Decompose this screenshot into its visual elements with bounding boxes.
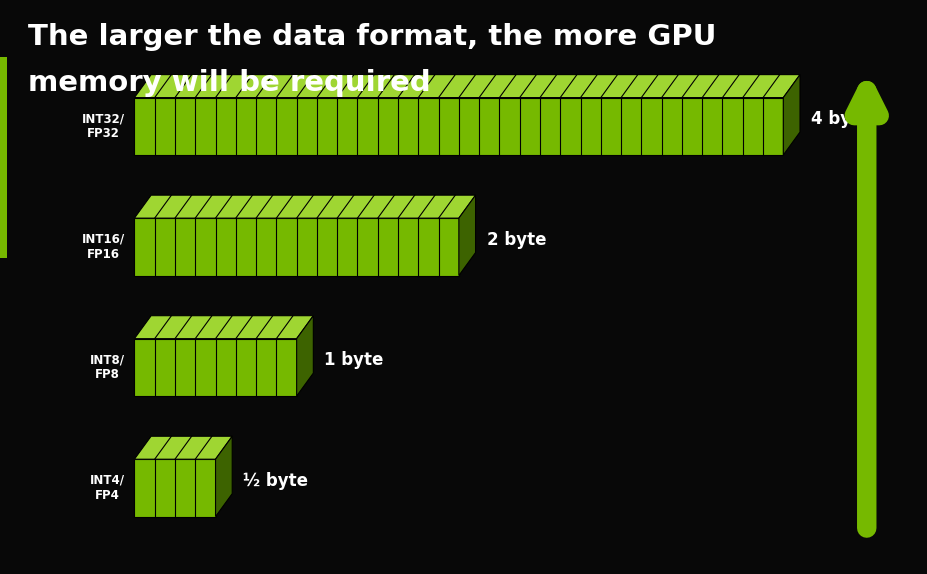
Polygon shape	[783, 75, 800, 155]
Text: memory will be required: memory will be required	[28, 69, 430, 97]
Text: 4 byte: 4 byte	[811, 110, 870, 129]
Text: 2 byte: 2 byte	[487, 231, 546, 249]
Polygon shape	[0, 57, 7, 258]
Text: INT8/
FP8: INT8/ FP8	[90, 354, 125, 381]
Text: INT32/
FP32: INT32/ FP32	[83, 113, 125, 140]
Polygon shape	[134, 436, 232, 459]
Text: The larger the data format, the more GPU: The larger the data format, the more GPU	[28, 23, 717, 51]
Polygon shape	[134, 98, 783, 155]
Text: INT4/
FP4: INT4/ FP4	[90, 474, 125, 502]
Text: 1 byte: 1 byte	[324, 351, 384, 370]
Text: INT16/
FP16: INT16/ FP16	[82, 233, 125, 261]
Polygon shape	[134, 339, 297, 396]
Polygon shape	[134, 218, 459, 276]
Polygon shape	[134, 195, 476, 218]
Polygon shape	[459, 195, 476, 276]
Polygon shape	[297, 316, 313, 396]
Polygon shape	[215, 436, 232, 517]
Polygon shape	[134, 459, 215, 517]
Polygon shape	[134, 316, 313, 339]
Polygon shape	[134, 75, 800, 98]
Text: ½ byte: ½ byte	[243, 472, 309, 490]
